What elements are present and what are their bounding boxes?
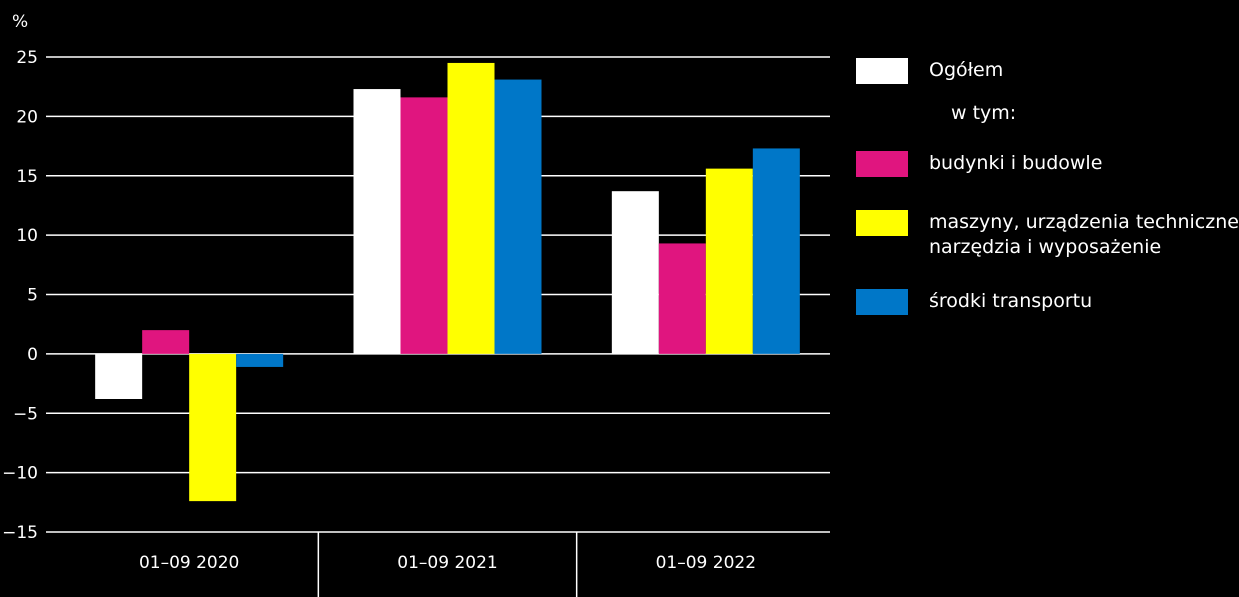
legend-label-maszyny-line1: maszyny, urządzenia techniczne, [929, 211, 1239, 233]
y-tick-label: 15 [16, 167, 38, 187]
bar [95, 353, 143, 399]
y-tick-label: 10 [16, 226, 38, 246]
chart-legend: Ogółem w tym: budynki i budowle maszyny,… [856, 0, 1239, 597]
legend-item-maszyny: maszyny, urządzenia techniczne, narzędzi… [856, 210, 1239, 260]
bar [611, 191, 659, 354]
bar [447, 62, 495, 354]
y-tick-label: 25 [16, 48, 38, 68]
bar-chart: % 25 20 15 10 5 0 −5 −10 −15 01–09 2020 01–09 2021 0… [2, 12, 830, 597]
y-tick-label: −10 [2, 464, 38, 484]
y-tick-label: 0 [27, 345, 38, 365]
legend-label-transport: środki transportu [929, 290, 1093, 312]
legend-swatch-transport [856, 289, 908, 315]
legend-item-transport: środki transportu [856, 289, 1092, 315]
legend-swatch-budynki [856, 151, 908, 177]
bar [752, 148, 800, 354]
legend-label-budynki: budynki i budowle [929, 152, 1103, 174]
bar [353, 89, 401, 354]
y-tick-label: 20 [16, 107, 38, 127]
y-axis-unit-label: % [12, 12, 28, 32]
x-tick-label: 01–09 2022 [656, 553, 756, 573]
legend-item-ogolem: Ogółem [856, 58, 1003, 84]
y-tick-label: −15 [2, 523, 38, 543]
y-tick-label: −5 [13, 404, 38, 424]
x-tick-label: 01–09 2021 [397, 553, 497, 573]
bar [400, 97, 448, 354]
bar [705, 168, 753, 354]
bar [236, 353, 284, 367]
y-tick-label: 5 [27, 286, 38, 306]
legend-swatch-ogolem [856, 58, 908, 84]
legend-label-ogolem: Ogółem [929, 59, 1004, 81]
bar [658, 243, 706, 354]
legend-label-maszyny-line2: narzędzia i wyposażenie [929, 236, 1162, 258]
bar [189, 353, 237, 502]
legend-subheader: w tym: [951, 102, 1017, 124]
bar [494, 79, 542, 354]
x-tick-label: 01–09 2020 [139, 553, 239, 573]
bar [142, 330, 190, 354]
legend-label-maszyny: maszyny, urządzenia techniczne, narzędzi… [929, 210, 1239, 260]
legend-swatch-maszyny [856, 210, 908, 236]
legend-item-budynki: budynki i budowle [856, 151, 1102, 177]
